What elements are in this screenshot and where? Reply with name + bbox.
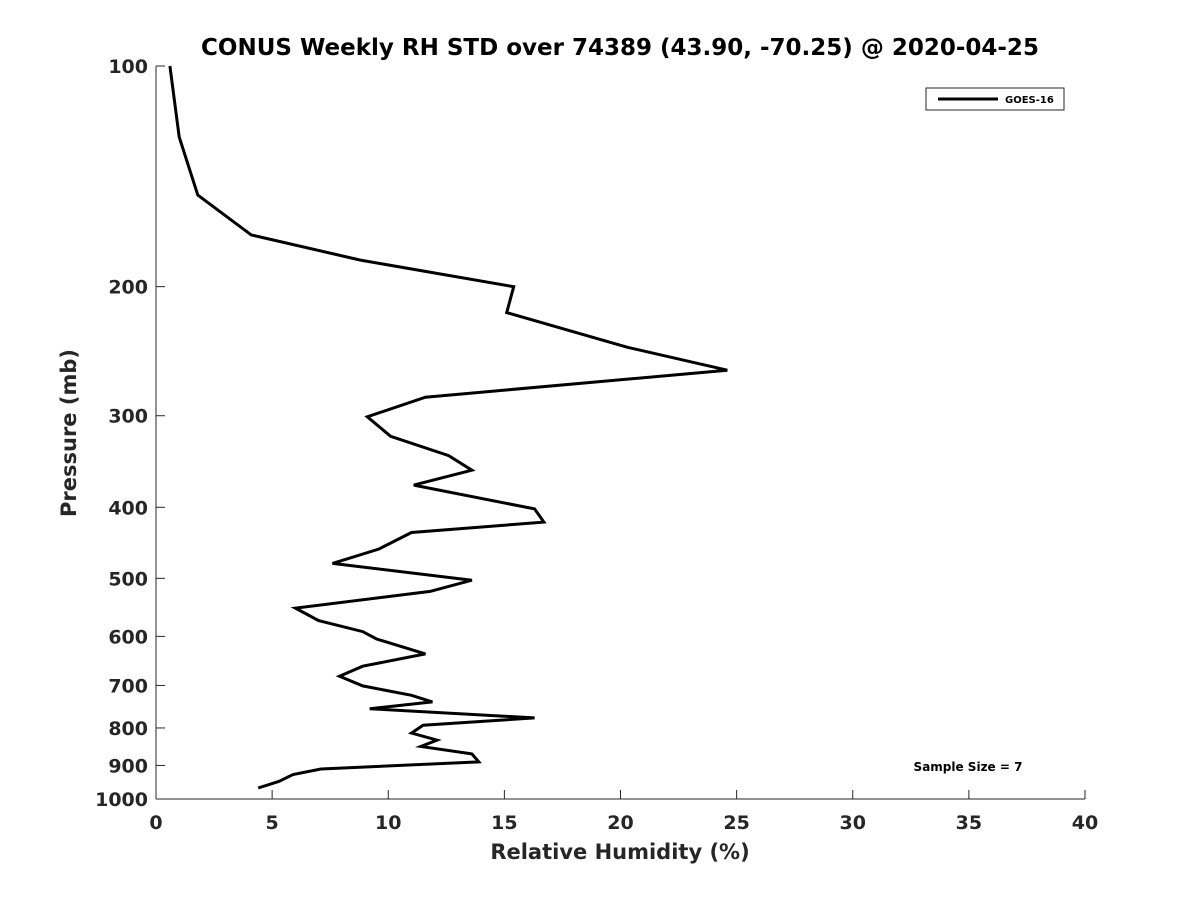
y-tick-label: 600 — [108, 626, 148, 648]
y-axis-label: Pressure (mb) — [57, 349, 81, 517]
x-tick-label: 15 — [491, 812, 517, 834]
y-tick-label: 200 — [108, 277, 148, 299]
legend: GOES-16 — [925, 87, 1065, 111]
x-tick-label: 20 — [607, 812, 633, 834]
x-tick-label: 10 — [375, 812, 401, 834]
y-tick-label: 400 — [108, 497, 148, 519]
axes: 0 5 10 15 20 25 30 35 40 100 200 300 400 500 600 700 800… — [95, 56, 1098, 834]
series-line-goes-16 — [168, 65, 728, 790]
chart-title: CONUS Weekly RH STD over 74389 (43.90, -… — [201, 35, 1039, 61]
x-tick-label: 0 — [149, 812, 162, 834]
y-tick-label: 1000 — [95, 789, 148, 811]
x-tick-label: 5 — [266, 812, 279, 834]
x-tick-label: 35 — [956, 812, 982, 834]
x-tick-label: 40 — [1072, 812, 1098, 834]
y-tick-label: 300 — [108, 406, 148, 428]
x-tick-label: 25 — [723, 812, 749, 834]
y-tick-label: 800 — [108, 718, 148, 740]
y-tick-label: 500 — [108, 568, 148, 590]
series-layer — [168, 65, 728, 790]
legend-label-goes-16: GOES-16 — [1005, 95, 1054, 106]
sample-size-annotation: Sample Size = 7 — [914, 760, 1023, 774]
y-tick-label: 100 — [108, 56, 148, 78]
y-tick-label: 900 — [108, 755, 148, 777]
y-tick-label: 700 — [108, 675, 148, 697]
x-tick-label: 30 — [840, 812, 866, 834]
x-axis-label: Relative Humidity (%) — [490, 840, 749, 864]
